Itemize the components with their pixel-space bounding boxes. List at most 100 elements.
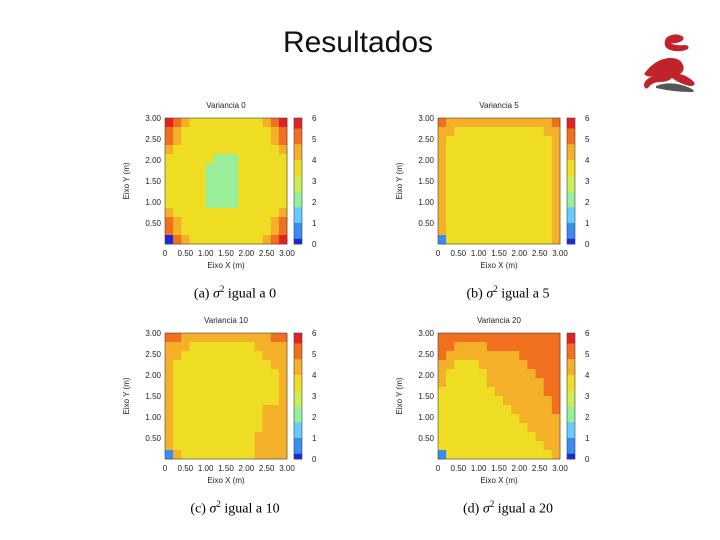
heatmap-cell <box>238 199 247 209</box>
heatmap-cell <box>543 396 553 406</box>
heatmap-cell <box>278 360 288 370</box>
heatmap-cell <box>454 145 463 155</box>
heatmap-cell <box>189 441 198 451</box>
heatmap-cell <box>519 369 528 379</box>
heatmap-cell <box>527 217 536 227</box>
heatmap-cell <box>213 199 223 209</box>
chart-title: Variancia 20 <box>477 316 521 325</box>
colorbar-tick-label: 2 <box>312 413 317 422</box>
heatmap-cell <box>230 163 239 173</box>
heatmap-cell <box>165 387 174 397</box>
heatmap-cell <box>221 217 231 227</box>
heatmap-cell <box>165 145 174 155</box>
heatmap-cell <box>438 208 447 218</box>
heatmap-cell <box>213 396 223 406</box>
heatmap-cell <box>543 226 553 236</box>
heatmap-cell <box>486 154 496 164</box>
heatmap-cell <box>454 208 463 218</box>
heatmap-cell <box>278 154 288 164</box>
heatmap-cell <box>519 145 528 155</box>
heatmap-cell <box>181 387 190 397</box>
heatmap-cell <box>254 163 263 173</box>
heatmap-cell <box>535 432 545 442</box>
x-tick-label: 1.50 <box>218 249 234 258</box>
heatmap-cell <box>462 172 471 182</box>
heatmap-cell <box>213 226 223 236</box>
y-tick-label: 2.50 <box>145 135 161 144</box>
heatmap-cell <box>213 208 223 218</box>
heatmap-cell <box>230 235 239 245</box>
colorbar-segment <box>294 369 302 376</box>
heatmap-cell <box>470 226 480 236</box>
heatmap-cell <box>213 369 223 379</box>
heatmap-cell <box>478 217 488 227</box>
heatmap-cell <box>486 423 496 433</box>
heatmap-cell <box>189 145 198 155</box>
heatmap-cell <box>486 226 496 236</box>
heatmap-cell <box>527 154 536 164</box>
heatmap-cell <box>205 432 215 442</box>
heatmap-cell <box>165 378 174 388</box>
colorbar-segment <box>294 181 302 187</box>
heatmap-cell <box>181 190 190 200</box>
x-tick-label: 2.50 <box>532 249 548 258</box>
heatmap-cell <box>438 127 447 137</box>
heatmap-cell <box>551 378 561 388</box>
heatmap-cell <box>494 118 504 128</box>
heatmap-cell <box>438 360 447 370</box>
colorbar-segment <box>567 123 575 129</box>
heatmap-cell <box>221 360 231 370</box>
heatmap-cell <box>189 333 198 343</box>
heatmap-cell <box>527 396 536 406</box>
heatmap-cell <box>543 235 553 245</box>
heatmap-cell <box>454 226 463 236</box>
heatmap-cell <box>254 423 263 433</box>
heatmap-cell <box>511 226 520 236</box>
heatmap-cell <box>519 360 528 370</box>
heatmap-cell <box>254 217 263 227</box>
heatmap-cell <box>494 369 504 379</box>
heatmap-cell <box>535 342 545 352</box>
colorbar-frame <box>293 117 303 245</box>
colorbar-tick-label: 3 <box>585 392 590 401</box>
heatmap-cell <box>511 360 520 370</box>
heatmap-cell <box>462 226 471 236</box>
heatmap-cell <box>213 387 223 397</box>
colorbar-segment <box>294 411 302 418</box>
heatmap-cell <box>551 154 561 164</box>
heatmap-cell <box>165 235 174 245</box>
heatmap-cell <box>438 441 447 451</box>
heatmap-cell <box>254 145 263 155</box>
colorbar-segment <box>567 432 575 439</box>
heatmap-cell <box>543 181 553 191</box>
heatmap-cell <box>454 136 463 146</box>
heatmap-cell <box>270 387 280 397</box>
heatmap-cell <box>278 208 288 218</box>
x-tick-label: 0.50 <box>178 464 194 473</box>
colorbar-segment <box>567 149 575 156</box>
heatmap-cell <box>181 118 190 128</box>
heatmap-cell <box>438 136 447 146</box>
colorbar-frame <box>566 117 576 245</box>
colorbar-segment <box>567 401 575 407</box>
heatmap-cell <box>511 432 520 442</box>
heatmap-cell <box>535 414 545 424</box>
heatmap-cell <box>205 199 215 209</box>
heatmap-cell <box>246 127 255 137</box>
heatmap-cell <box>503 414 512 424</box>
heatmap-cell <box>519 154 528 164</box>
heatmap-cell <box>462 181 471 191</box>
heatmap-cell <box>197 351 207 361</box>
heatmap-cell <box>230 199 239 209</box>
heatmap-cell <box>165 226 174 236</box>
heatmap-cell <box>165 450 174 460</box>
heatmap-cell <box>262 396 272 406</box>
heatmap-cell <box>197 387 207 397</box>
heatmap-cell <box>519 136 528 146</box>
heatmap-cell <box>205 181 215 191</box>
heatmap-cell <box>519 172 528 182</box>
heatmap-cell <box>535 351 545 361</box>
heatmap-cell <box>278 181 288 191</box>
heatmap-cell <box>503 163 512 173</box>
heatmap-cell <box>165 333 174 343</box>
